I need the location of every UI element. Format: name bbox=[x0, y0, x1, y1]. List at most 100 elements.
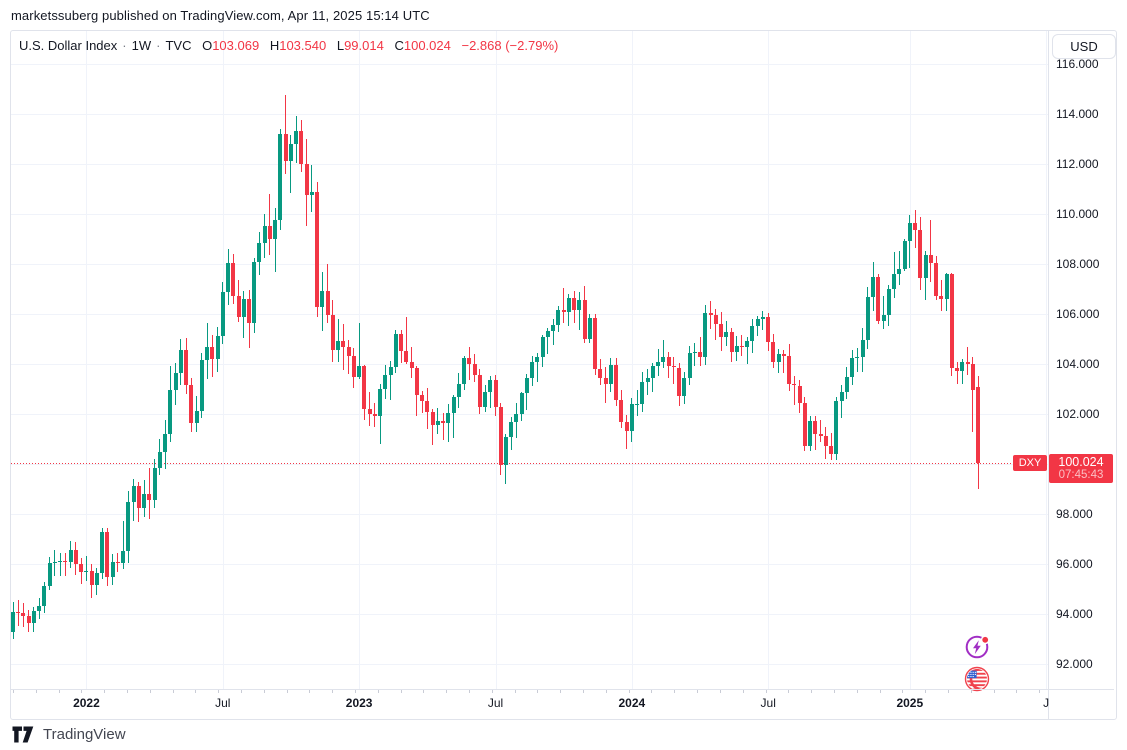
candle-body bbox=[252, 261, 257, 324]
attribution-text: marketssuberg published on TradingView.c… bbox=[11, 7, 430, 23]
y-axis-label[interactable]: 104.000 bbox=[1056, 357, 1100, 371]
candle-body bbox=[393, 333, 398, 367]
tradingview-brand-link[interactable]: TradingView bbox=[12, 726, 126, 743]
time-axis-separator[interactable] bbox=[11, 689, 1114, 690]
candle-body bbox=[231, 262, 236, 296]
x-axis-label[interactable]: Jul bbox=[760, 696, 776, 710]
candle-wick bbox=[432, 409, 434, 445]
time-axis-tick bbox=[263, 689, 265, 693]
y-axis-label[interactable]: 112.000 bbox=[1056, 157, 1099, 171]
candle-wick bbox=[337, 318, 339, 362]
candle-body bbox=[850, 357, 855, 377]
y-axis-label[interactable]: 114.000 bbox=[1056, 107, 1099, 121]
candle-wick bbox=[940, 279, 942, 311]
h-gridline bbox=[11, 214, 1048, 215]
candle-body bbox=[787, 356, 792, 384]
candle-body bbox=[94, 573, 99, 585]
candle-body bbox=[624, 421, 629, 431]
y-axis-label[interactable]: 108.000 bbox=[1056, 257, 1100, 271]
x-axis-label[interactable]: Jul bbox=[487, 696, 504, 710]
bar-countdown: 07:45:43 bbox=[1058, 469, 1104, 482]
time-axis-tick bbox=[81, 689, 83, 693]
x-axis-label[interactable]: J bbox=[1043, 696, 1050, 710]
candle-body bbox=[776, 354, 781, 362]
candle-wick bbox=[421, 390, 423, 413]
candle-body bbox=[283, 134, 288, 161]
candle-body bbox=[739, 346, 744, 348]
candle-body bbox=[472, 364, 477, 375]
candle-body bbox=[194, 410, 199, 423]
y-axis-label[interactable]: 96.000 bbox=[1056, 557, 1093, 571]
candle-body bbox=[37, 606, 42, 611]
time-axis-tick bbox=[651, 689, 653, 693]
candle-body bbox=[682, 378, 687, 396]
close-label: C bbox=[394, 38, 404, 53]
high-value: 103.540 bbox=[279, 38, 327, 53]
time-axis-tick bbox=[1016, 689, 1018, 693]
candle-body bbox=[614, 364, 619, 401]
candle-body bbox=[734, 346, 739, 352]
time-axis-tick bbox=[947, 689, 949, 693]
chart-badges bbox=[964, 634, 990, 692]
x-axis-label[interactable]: Jul bbox=[215, 696, 231, 710]
candle-body bbox=[551, 324, 556, 331]
time-axis-tick bbox=[104, 689, 106, 693]
candle-body bbox=[236, 295, 241, 317]
h-gridline bbox=[11, 364, 1048, 365]
attribution-bar: marketssuberg published on TradingView.c… bbox=[0, 0, 1127, 30]
time-axis-tick bbox=[811, 689, 813, 693]
y-axis-label[interactable]: 92.000 bbox=[1056, 657, 1093, 671]
change-value: −2.868 (−2.79%) bbox=[461, 38, 559, 53]
x-axis-label[interactable]: 2023 bbox=[345, 696, 373, 710]
y-axis-label[interactable]: 116.000 bbox=[1056, 57, 1099, 71]
candle-body bbox=[629, 404, 634, 431]
candle-body bbox=[493, 379, 498, 408]
candle-body bbox=[378, 389, 383, 416]
candle-body bbox=[488, 379, 493, 393]
y-axis-label[interactable]: 106.000 bbox=[1056, 307, 1100, 321]
v-gridline bbox=[909, 31, 911, 689]
candle-body bbox=[907, 222, 912, 241]
interval-label: 1W bbox=[131, 38, 152, 53]
exchange-label: TVC bbox=[165, 38, 192, 53]
candle-body bbox=[152, 468, 157, 500]
candle-body bbox=[157, 451, 162, 468]
x-axis-label[interactable]: 2024 bbox=[618, 696, 646, 710]
candle-wick bbox=[274, 207, 276, 273]
candle-wick bbox=[442, 413, 444, 440]
chart-widget[interactable]: U.S. Dollar Index · 1W · TVC O103.069 H103.5… bbox=[10, 30, 1117, 720]
candle-wick bbox=[563, 288, 565, 323]
candle-body bbox=[677, 367, 682, 396]
candle-body bbox=[451, 397, 456, 413]
candle-body bbox=[755, 319, 760, 326]
candle-wick bbox=[762, 310, 764, 330]
time-axis-tick bbox=[309, 689, 311, 693]
price-axis-separator[interactable] bbox=[1048, 31, 1049, 719]
currency-button[interactable]: USD bbox=[1052, 34, 1116, 59]
candle-wick bbox=[552, 319, 554, 346]
candle-body bbox=[808, 420, 813, 446]
x-axis-label[interactable]: 2025 bbox=[896, 696, 924, 710]
candle-wick bbox=[746, 336, 748, 365]
candle-body bbox=[241, 298, 246, 317]
tradingview-brand-text: TradingView bbox=[43, 725, 126, 743]
candle-body bbox=[11, 612, 15, 633]
candle-body bbox=[949, 273, 954, 368]
candle-wick bbox=[311, 165, 313, 213]
candle-wick bbox=[447, 404, 449, 442]
y-axis-label[interactable]: 98.000 bbox=[1056, 507, 1093, 521]
y-axis-label[interactable]: 94.000 bbox=[1056, 607, 1093, 621]
low-label: L bbox=[336, 38, 345, 53]
candle-body bbox=[446, 413, 451, 423]
y-axis-label[interactable]: 102.000 bbox=[1056, 407, 1100, 421]
x-axis-label[interactable]: 2022 bbox=[73, 696, 100, 710]
candle-body bbox=[205, 346, 210, 361]
candle-wick bbox=[741, 334, 743, 356]
candle-body bbox=[115, 562, 120, 563]
time-axis-tick bbox=[195, 689, 197, 693]
live-stream-icon bbox=[965, 635, 990, 659]
y-axis-label[interactable]: 110.000 bbox=[1056, 207, 1099, 221]
candle-wick bbox=[883, 296, 885, 329]
candle-body bbox=[47, 563, 52, 586]
candle-body bbox=[871, 276, 876, 297]
